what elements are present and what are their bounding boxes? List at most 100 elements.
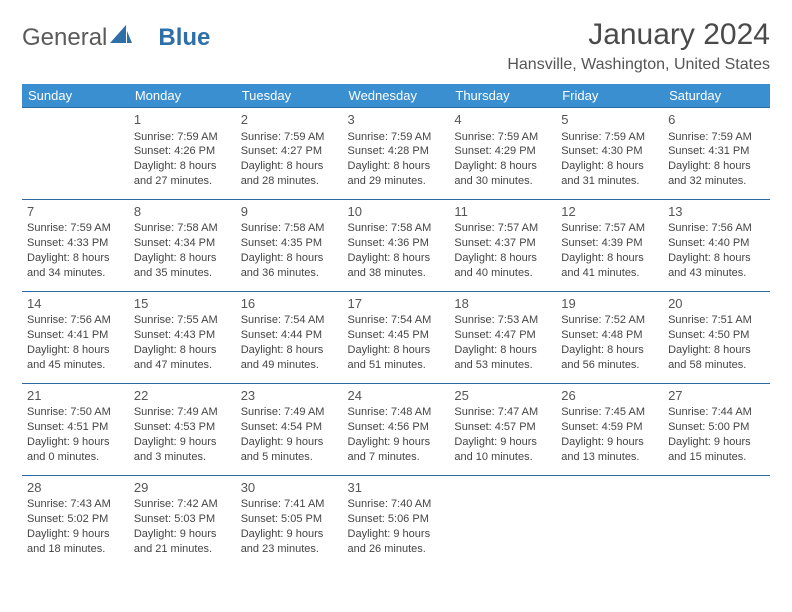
calendar-day-cell: 14Sunrise: 7:56 AMSunset: 4:41 PMDayligh… (22, 291, 129, 383)
sunset-text: Sunset: 4:30 PM (561, 144, 658, 159)
sunrise-text: Sunrise: 7:41 AM (241, 497, 338, 512)
daylight-text: Daylight: 8 hours and 58 minutes. (668, 343, 765, 373)
sunrise-text: Sunrise: 7:57 AM (561, 221, 658, 236)
calendar-day-cell: 2Sunrise: 7:59 AMSunset: 4:27 PMDaylight… (236, 108, 343, 200)
daylight-text: Daylight: 8 hours and 41 minutes. (561, 251, 658, 281)
calendar-day-cell: 26Sunrise: 7:45 AMSunset: 4:59 PMDayligh… (556, 383, 663, 475)
daylight-text: Daylight: 9 hours and 23 minutes. (241, 527, 338, 557)
day-number: 31 (348, 479, 445, 497)
calendar-table: SundayMondayTuesdayWednesdayThursdayFrid… (22, 84, 770, 567)
sunrise-text: Sunrise: 7:45 AM (561, 405, 658, 420)
day-number: 12 (561, 203, 658, 221)
brand-logo: General Blue (22, 18, 210, 52)
calendar-body: 1Sunrise: 7:59 AMSunset: 4:26 PMDaylight… (22, 108, 770, 567)
sunset-text: Sunset: 4:45 PM (348, 328, 445, 343)
calendar-day-cell: 11Sunrise: 7:57 AMSunset: 4:37 PMDayligh… (449, 199, 556, 291)
weekday-header: Tuesday (236, 84, 343, 108)
day-number: 19 (561, 295, 658, 313)
daylight-text: Daylight: 8 hours and 38 minutes. (348, 251, 445, 281)
calendar-day-cell: 16Sunrise: 7:54 AMSunset: 4:44 PMDayligh… (236, 291, 343, 383)
daylight-text: Daylight: 8 hours and 30 minutes. (454, 159, 551, 189)
sunset-text: Sunset: 4:41 PM (27, 328, 124, 343)
sunset-text: Sunset: 4:31 PM (668, 144, 765, 159)
sunrise-text: Sunrise: 7:55 AM (134, 313, 231, 328)
sunset-text: Sunset: 5:02 PM (27, 512, 124, 527)
day-number: 11 (454, 203, 551, 221)
day-number: 8 (134, 203, 231, 221)
calendar-day-cell: 28Sunrise: 7:43 AMSunset: 5:02 PMDayligh… (22, 475, 129, 566)
day-number: 3 (348, 111, 445, 129)
day-number: 23 (241, 387, 338, 405)
daylight-text: Daylight: 8 hours and 31 minutes. (561, 159, 658, 189)
day-number: 26 (561, 387, 658, 405)
daylight-text: Daylight: 8 hours and 27 minutes. (134, 159, 231, 189)
weekday-header: Friday (556, 84, 663, 108)
calendar-week-row: 28Sunrise: 7:43 AMSunset: 5:02 PMDayligh… (22, 475, 770, 566)
sunrise-text: Sunrise: 7:58 AM (134, 221, 231, 236)
sunset-text: Sunset: 5:03 PM (134, 512, 231, 527)
day-number: 25 (454, 387, 551, 405)
day-number: 1 (134, 111, 231, 129)
calendar-day-cell: 1Sunrise: 7:59 AMSunset: 4:26 PMDaylight… (129, 108, 236, 200)
sunset-text: Sunset: 4:51 PM (27, 420, 124, 435)
sunset-text: Sunset: 4:44 PM (241, 328, 338, 343)
day-number: 20 (668, 295, 765, 313)
sunrise-text: Sunrise: 7:57 AM (454, 221, 551, 236)
day-number: 16 (241, 295, 338, 313)
sunrise-text: Sunrise: 7:40 AM (348, 497, 445, 512)
sunset-text: Sunset: 4:33 PM (27, 236, 124, 251)
daylight-text: Daylight: 9 hours and 0 minutes. (27, 435, 124, 465)
daylight-text: Daylight: 8 hours and 47 minutes. (134, 343, 231, 373)
sunset-text: Sunset: 5:00 PM (668, 420, 765, 435)
calendar-day-cell (449, 475, 556, 566)
day-number: 5 (561, 111, 658, 129)
sunset-text: Sunset: 4:48 PM (561, 328, 658, 343)
location-text: Hansville, Washington, United States (507, 56, 770, 74)
calendar-day-cell: 6Sunrise: 7:59 AMSunset: 4:31 PMDaylight… (663, 108, 770, 200)
sunrise-text: Sunrise: 7:44 AM (668, 405, 765, 420)
calendar-day-cell: 17Sunrise: 7:54 AMSunset: 4:45 PMDayligh… (343, 291, 450, 383)
calendar-week-row: 21Sunrise: 7:50 AMSunset: 4:51 PMDayligh… (22, 383, 770, 475)
sunset-text: Sunset: 4:59 PM (561, 420, 658, 435)
daylight-text: Daylight: 9 hours and 10 minutes. (454, 435, 551, 465)
sunset-text: Sunset: 4:34 PM (134, 236, 231, 251)
sunrise-text: Sunrise: 7:43 AM (27, 497, 124, 512)
sunset-text: Sunset: 4:29 PM (454, 144, 551, 159)
sunrise-text: Sunrise: 7:49 AM (134, 405, 231, 420)
page-header: General Blue January 2024 Hansville, Was… (22, 18, 770, 74)
calendar-day-cell: 4Sunrise: 7:59 AMSunset: 4:29 PMDaylight… (449, 108, 556, 200)
day-number: 15 (134, 295, 231, 313)
daylight-text: Daylight: 9 hours and 3 minutes. (134, 435, 231, 465)
sunrise-text: Sunrise: 7:53 AM (454, 313, 551, 328)
daylight-text: Daylight: 8 hours and 29 minutes. (348, 159, 445, 189)
sunrise-text: Sunrise: 7:59 AM (27, 221, 124, 236)
daylight-text: Daylight: 8 hours and 36 minutes. (241, 251, 338, 281)
month-title: January 2024 (507, 18, 770, 52)
sunrise-text: Sunrise: 7:48 AM (348, 405, 445, 420)
weekday-header: Sunday (22, 84, 129, 108)
sunrise-text: Sunrise: 7:54 AM (241, 313, 338, 328)
daylight-text: Daylight: 8 hours and 45 minutes. (27, 343, 124, 373)
calendar-day-cell (556, 475, 663, 566)
day-number: 6 (668, 111, 765, 129)
daylight-text: Daylight: 8 hours and 43 minutes. (668, 251, 765, 281)
day-number: 13 (668, 203, 765, 221)
weekday-header: Monday (129, 84, 236, 108)
calendar-week-row: 1Sunrise: 7:59 AMSunset: 4:26 PMDaylight… (22, 108, 770, 200)
sunrise-text: Sunrise: 7:54 AM (348, 313, 445, 328)
daylight-text: Daylight: 8 hours and 51 minutes. (348, 343, 445, 373)
sunset-text: Sunset: 4:43 PM (134, 328, 231, 343)
daylight-text: Daylight: 9 hours and 26 minutes. (348, 527, 445, 557)
daylight-text: Daylight: 9 hours and 5 minutes. (241, 435, 338, 465)
day-number: 7 (27, 203, 124, 221)
day-number: 27 (668, 387, 765, 405)
calendar-week-row: 14Sunrise: 7:56 AMSunset: 4:41 PMDayligh… (22, 291, 770, 383)
sunrise-text: Sunrise: 7:47 AM (454, 405, 551, 420)
weekday-header: Saturday (663, 84, 770, 108)
day-number: 30 (241, 479, 338, 497)
sunrise-text: Sunrise: 7:42 AM (134, 497, 231, 512)
calendar-day-cell: 9Sunrise: 7:58 AMSunset: 4:35 PMDaylight… (236, 199, 343, 291)
calendar-day-cell: 27Sunrise: 7:44 AMSunset: 5:00 PMDayligh… (663, 383, 770, 475)
sunrise-text: Sunrise: 7:59 AM (668, 130, 765, 145)
daylight-text: Daylight: 9 hours and 18 minutes. (27, 527, 124, 557)
